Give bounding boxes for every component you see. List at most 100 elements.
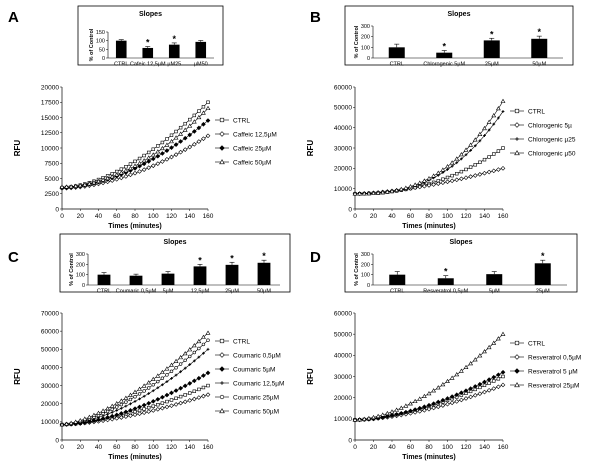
data-point (191, 378, 197, 384)
data-point (352, 417, 358, 422)
data-point (169, 369, 174, 374)
data-point (159, 369, 165, 375)
data-point (146, 150, 151, 155)
data-point (178, 354, 184, 360)
data-point (164, 148, 170, 153)
data-point (445, 179, 450, 185)
series-square (353, 374, 505, 422)
data-point (403, 185, 409, 190)
bar (225, 264, 239, 285)
x-tick-label: 80 (131, 444, 139, 451)
data-point (137, 386, 142, 391)
data-point (96, 417, 101, 423)
data-point (482, 125, 487, 131)
x-tick-label: 20 (77, 444, 85, 451)
data-point (408, 184, 413, 189)
category-label: 50µM (257, 289, 271, 295)
data-point (468, 361, 474, 366)
bar (437, 278, 454, 285)
legend-label: Caffeic 12,5µM (233, 131, 277, 138)
data-point (500, 166, 506, 171)
data-point (455, 161, 459, 165)
data-point (155, 406, 161, 412)
y-axis-label: RFU (13, 140, 22, 157)
y-tick-label: 300 (361, 252, 370, 258)
data-point (123, 174, 129, 179)
data-point (487, 155, 491, 159)
data-point (109, 403, 115, 408)
data-point (156, 402, 160, 407)
data-point (141, 402, 147, 408)
data-point (472, 393, 478, 398)
category-label: 5µM (163, 289, 174, 295)
data-point (141, 167, 147, 172)
legend-label: Resveratrol 5 µM (528, 368, 578, 375)
data-point (197, 346, 201, 351)
data-point (357, 191, 363, 196)
x-tick-label: 100 (442, 444, 453, 451)
data-point (151, 404, 155, 408)
data-point (142, 389, 146, 393)
data-point (191, 119, 197, 124)
legend-label: Caffeic 50µM (233, 159, 271, 166)
data-point (477, 131, 483, 136)
data-point (187, 398, 193, 403)
significance-star: * (230, 253, 234, 263)
data-point (496, 116, 500, 120)
data-point (384, 189, 390, 194)
data-point (105, 417, 110, 423)
data-point (137, 156, 142, 161)
data-point (146, 400, 152, 406)
data-point (482, 383, 487, 388)
data-point (82, 182, 88, 187)
data-point (496, 372, 501, 378)
data-point (389, 413, 395, 418)
data-point (426, 183, 432, 188)
data-point (68, 184, 74, 189)
data-point (174, 396, 178, 400)
data-point (188, 363, 192, 366)
legend-label: Resveratrol 0,5µM (528, 354, 581, 361)
x-tick-label: 20 (370, 444, 378, 451)
data-point (196, 114, 202, 120)
data-point (59, 422, 65, 427)
data-point (137, 404, 142, 410)
bar (531, 38, 548, 58)
significance-star: * (442, 42, 446, 52)
data-point (197, 109, 201, 113)
data-point (192, 359, 196, 363)
data-point (73, 419, 79, 424)
y-tick-label: 50 (99, 47, 105, 53)
data-point (133, 159, 137, 164)
data-point (366, 191, 372, 196)
data-point (138, 397, 141, 401)
y-axis-label: % of Control (89, 28, 95, 61)
x-tick-label: 120 (166, 213, 177, 220)
y-tick-label: 40000 (334, 125, 352, 132)
data-point (445, 163, 450, 169)
data-point (205, 105, 211, 111)
data-point (440, 397, 446, 403)
data-point (463, 396, 469, 401)
data-point (201, 121, 206, 127)
y-tick-label: 50000 (41, 347, 59, 354)
legend-marker (219, 408, 225, 414)
y-tick-label: 10000 (41, 419, 59, 426)
bar (142, 47, 154, 58)
bar (389, 274, 406, 285)
data-point (491, 168, 497, 174)
data-point (454, 399, 460, 404)
x-tick-label: 40 (95, 444, 103, 451)
x-tick-label: 160 (203, 213, 214, 220)
data-point (449, 160, 455, 165)
data-point (426, 175, 432, 181)
y-tick-label: 10000 (334, 416, 352, 423)
x-tick-label: 60 (113, 444, 121, 451)
x-axis-label: Times (minutes) (402, 223, 456, 230)
legend-marker (219, 352, 225, 358)
data-point (182, 351, 188, 356)
series-filled-diamond (59, 370, 211, 427)
data-point (201, 136, 206, 142)
data-point (191, 396, 197, 402)
data-point (91, 418, 97, 423)
